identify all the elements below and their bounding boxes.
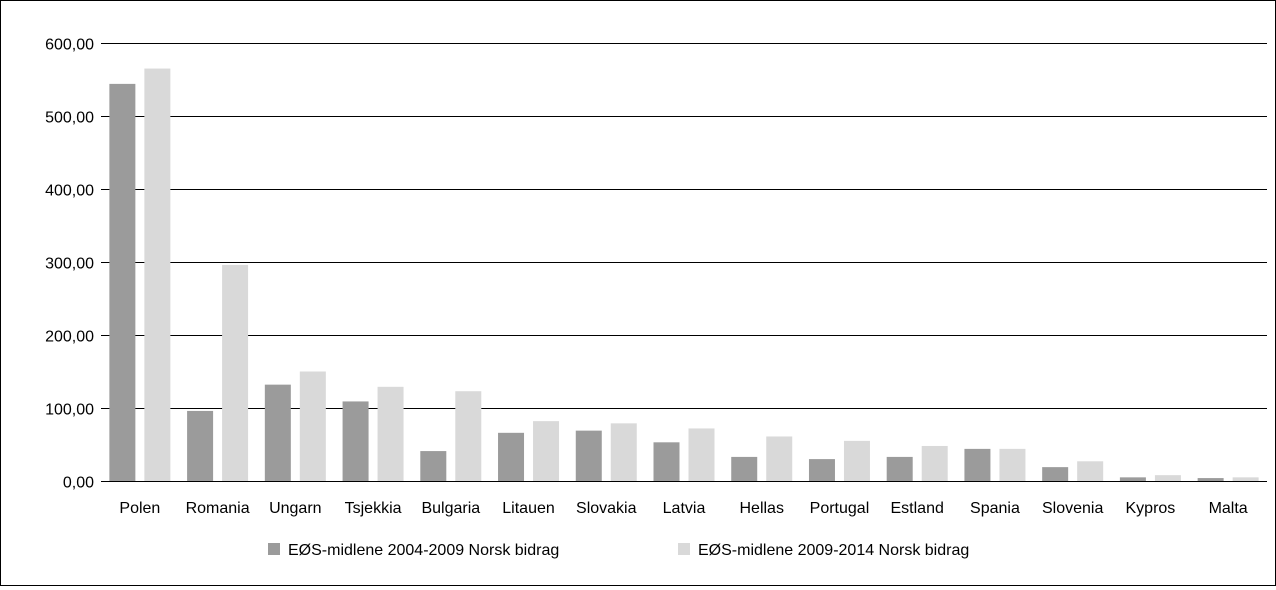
bar-series1-latvia [653, 442, 680, 481]
bar-series2-slovenia [1077, 461, 1104, 481]
x-tick-label: Malta [1209, 500, 1248, 517]
x-tick-label: Litauen [502, 500, 555, 517]
bar-series1-slovakia [575, 430, 602, 481]
bar-series2-spania [999, 448, 1026, 481]
bar-series1-polen [109, 83, 136, 481]
y-tick-label: 100,00 [45, 402, 94, 419]
y-tick-label: 600,00 [45, 37, 94, 54]
x-tick-label: Estland [891, 500, 944, 517]
bar-series1-spania [964, 448, 991, 481]
bar-series2-hellas [766, 436, 793, 481]
y-tick-label: 300,00 [45, 256, 94, 273]
bar-series2-estland [921, 445, 948, 481]
legend-label: EØS-midlene 2009-2014 Norsk bidrag [698, 542, 969, 559]
bar-series1-hellas [731, 456, 758, 481]
gridlines [101, 43, 1267, 482]
x-tick-label: Romania [186, 500, 250, 517]
x-tick-label: Hellas [739, 500, 783, 517]
x-tick-label: Spania [970, 500, 1020, 517]
bar-series2-romania [222, 264, 249, 481]
x-tick-label: Portugal [810, 500, 870, 517]
bars [109, 68, 1259, 482]
bar-series2-ungarn [299, 371, 326, 481]
y-tick-label: 500,00 [45, 110, 94, 127]
bar-series1-slovenia [1042, 467, 1069, 481]
bar-series2-litauen [533, 421, 560, 481]
x-tick-label: Kypros [1126, 500, 1176, 517]
bar-series1-tsjekkia [342, 401, 369, 481]
x-tick-label: Ungarn [269, 500, 321, 517]
legend-swatch [268, 543, 280, 555]
bar-series1-estland [886, 456, 913, 481]
bar-series2-portugal [843, 440, 870, 481]
bar-series2-bulgaria [455, 391, 482, 481]
y-axis: 0,00 100,00 200,00 300,00 400,00 500,00 600,00 [45, 37, 94, 492]
bar-series2-latvia [688, 428, 715, 481]
y-tick-label: 400,00 [45, 183, 94, 200]
x-tick-label: Slovakia [576, 500, 637, 517]
bar-series1-litauen [498, 432, 525, 481]
bar-series1-bulgaria [420, 451, 447, 481]
bar-series1-kypros [1119, 477, 1146, 481]
bar-series1-malta [1197, 478, 1224, 481]
y-tick-label: 200,00 [45, 329, 94, 346]
x-tick-label: Slovenia [1042, 500, 1103, 517]
bar-series2-kypros [1154, 475, 1181, 481]
bar-series1-ungarn [264, 384, 291, 481]
x-tick-label: Latvia [663, 500, 706, 517]
bar-series2-tsjekkia [377, 386, 404, 481]
legend-swatch [678, 543, 690, 555]
x-axis: Polen Romania Ungarn Tsjekkia Bulgaria Litaue… [119, 500, 1247, 517]
legend-label: EØS-midlene 2004-2009 Norsk bidrag [288, 542, 559, 559]
bar-series2-slovakia [610, 423, 637, 481]
bar-series1-portugal [808, 459, 835, 481]
bar-series2-malta [1232, 477, 1259, 481]
legend: EØS-midlene 2004-2009 Norsk bidrag EØS-mi… [268, 542, 969, 559]
x-tick-label: Polen [119, 500, 160, 517]
bar-series1-romania [187, 410, 214, 481]
y-tick-label: 0,00 [63, 475, 94, 492]
x-tick-label: Tsjekkia [345, 500, 402, 517]
x-tick-label: Bulgaria [421, 500, 480, 517]
bar-series2-polen [144, 68, 171, 482]
